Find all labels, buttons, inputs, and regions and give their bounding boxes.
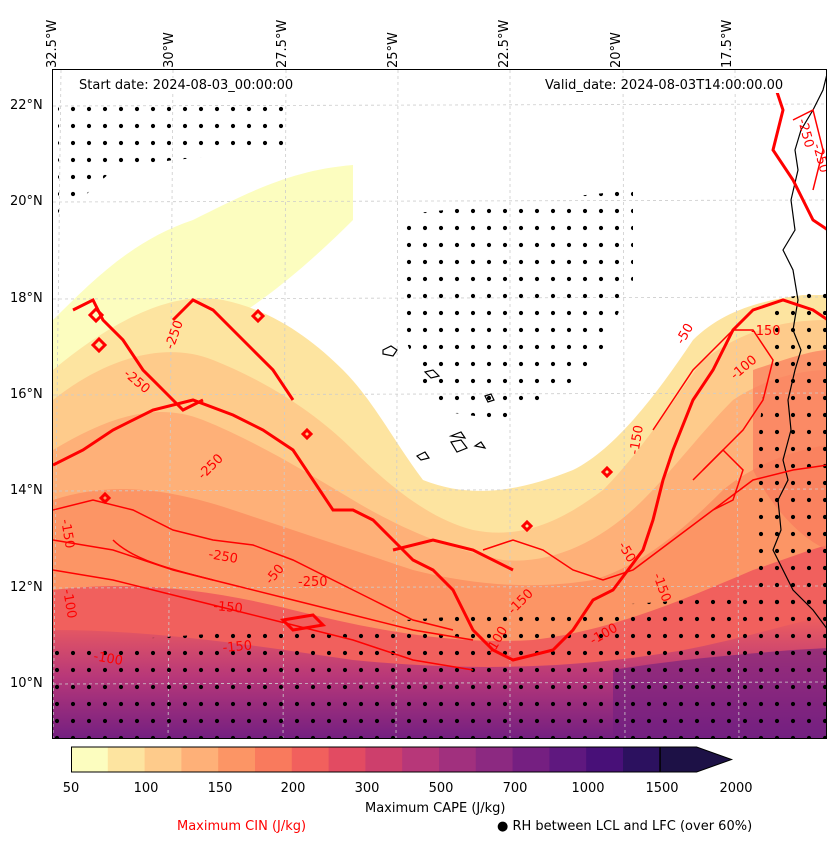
cin-contours (53, 77, 826, 671)
colorbar-tick: 1000 (571, 781, 605, 796)
colorbar-tick: 500 (428, 781, 454, 796)
colorbar-segment (549, 747, 587, 772)
colorbar-tick: 1500 (645, 781, 679, 796)
rh-marker-icon: ● (497, 819, 509, 834)
colorbar-segment (71, 747, 109, 772)
colorbar-segment (255, 747, 293, 772)
cin-label: -250 (794, 117, 816, 149)
colorbar-tick: 200 (280, 781, 306, 796)
colorbar-extend-arrow (659, 746, 734, 773)
cin-label: -250 (298, 575, 328, 590)
colorbar-segment (475, 747, 514, 772)
colorbar-segment (402, 747, 440, 772)
lon-label-27-5w: 27.5°W (275, 19, 290, 68)
cin-label: -150 (627, 424, 647, 456)
lon-label-30w: 30°W (162, 32, 177, 68)
cin-label: -100 (92, 649, 124, 669)
colorbar-tick: 300 (354, 781, 380, 796)
lon-label-20w: 20°W (609, 32, 624, 68)
cin-label: -250 (207, 547, 239, 567)
cin-legend-label: Maximum CIN (J/kg) (177, 819, 307, 834)
colorbar-segment (144, 747, 182, 772)
colorbar-segment (181, 747, 219, 772)
colorbar-label: Maximum CAPE (J/kg) (365, 801, 506, 816)
colorbar-segment (365, 747, 403, 772)
colorbar-segment (586, 747, 624, 772)
rh-legend-label: RH between LCL and LFC (over 60%) (512, 819, 753, 834)
lat-label-12n: 12°N (10, 580, 43, 595)
lon-label-17-5w: 17.5°W (720, 19, 735, 68)
colorbar-tick: 700 (502, 781, 528, 796)
colorbar-segment (623, 747, 661, 772)
coastline (382, 75, 826, 629)
cin-label: -150 (751, 324, 781, 339)
cape-colorbar (71, 746, 734, 773)
start-date-label: Start date: 2024-08-03_00:00:00 (77, 78, 296, 93)
colorbar-tick: 100 (133, 781, 159, 796)
colorbar-segment (328, 747, 366, 772)
lat-label-22n: 22°N (10, 98, 43, 113)
lat-label-20n: 20°N (10, 194, 43, 209)
colorbar-segment (218, 747, 256, 772)
cin-label: -100 (59, 588, 79, 620)
colorbar-segment (512, 747, 550, 772)
rh-legend: ● RH between LCL and LFC (over 60%) (497, 819, 752, 834)
map-panel[interactable]: -250 -250 -250 -250 -150 -100 -100 -150 … (52, 69, 827, 739)
cin-label: -150 (213, 599, 244, 617)
colorbar-tick: 150 (207, 781, 233, 796)
lon-label-32-5w: 32.5°W (45, 19, 60, 68)
cin-label: -150 (222, 638, 253, 656)
map-canvas: -250 -250 -250 -250 -150 -100 -100 -150 … (53, 70, 827, 738)
colorbar-segment (291, 747, 330, 772)
colorbar-tick: 50 (62, 781, 80, 796)
valid-date-label: Valid_date: 2024-08-03T14:00:00.00 (543, 78, 786, 93)
lat-label-18n: 18°N (10, 291, 43, 306)
lat-label-14n: 14°N (10, 483, 43, 498)
lon-label-25w: 25°W (386, 32, 401, 68)
colorbar-segment (107, 747, 146, 772)
cin-label: -150 (57, 518, 77, 550)
lat-label-16n: 16°N (10, 387, 43, 402)
rh-stipple (53, 95, 826, 738)
colorbar-segment (439, 747, 477, 772)
colorbar-tick: 2000 (719, 781, 753, 796)
lat-label-10n: 10°N (10, 676, 43, 691)
lon-label-22-5w: 22.5°W (497, 19, 512, 68)
cin-label: -250 (809, 142, 827, 174)
colorbar-border (71, 746, 661, 773)
